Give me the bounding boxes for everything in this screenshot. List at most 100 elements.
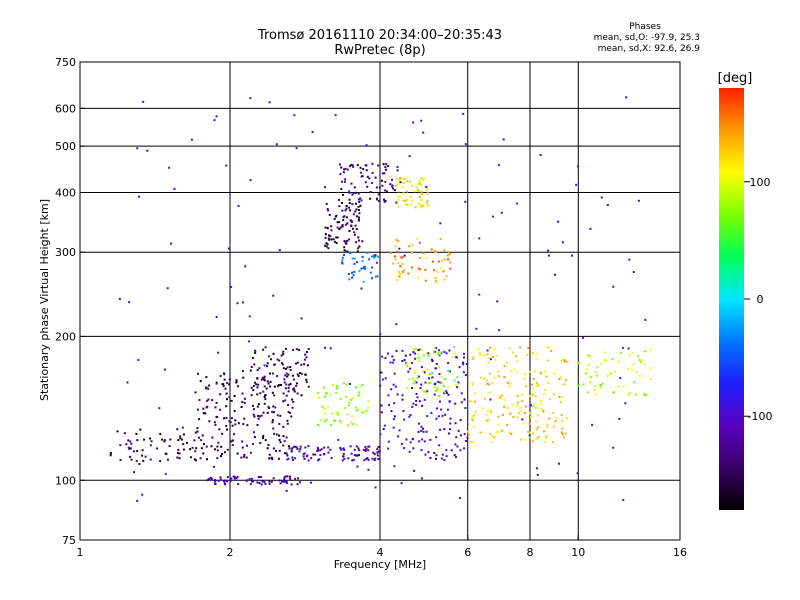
data-point xyxy=(423,390,426,393)
data-point xyxy=(249,97,252,100)
data-point xyxy=(293,390,296,393)
data-point xyxy=(497,415,500,418)
data-point xyxy=(587,364,590,367)
data-point xyxy=(225,416,228,419)
data-point xyxy=(262,434,265,437)
data-point xyxy=(240,406,243,409)
data-point xyxy=(242,376,245,379)
data-point xyxy=(288,445,291,448)
data-point xyxy=(261,437,264,440)
data-point xyxy=(427,382,430,385)
data-point xyxy=(434,350,437,353)
data-point xyxy=(510,432,513,435)
data-point xyxy=(128,447,131,450)
data-point xyxy=(399,177,402,180)
data-point xyxy=(346,250,349,253)
data-point xyxy=(207,478,210,481)
data-point xyxy=(402,409,405,412)
data-point xyxy=(351,227,354,230)
data-point xyxy=(435,346,438,349)
data-point xyxy=(433,451,436,454)
data-point xyxy=(516,416,519,419)
data-point xyxy=(354,191,357,194)
data-point xyxy=(326,243,329,246)
data-point xyxy=(401,359,404,362)
data-point xyxy=(490,440,493,443)
data-point xyxy=(559,401,562,404)
data-point xyxy=(401,270,404,273)
data-point xyxy=(524,438,527,441)
data-point xyxy=(264,346,267,349)
data-point xyxy=(257,383,260,386)
data-point xyxy=(503,365,506,368)
data-point xyxy=(229,480,232,483)
data-point xyxy=(241,440,244,443)
data-point xyxy=(256,423,259,426)
data-point xyxy=(257,414,260,417)
data-point xyxy=(464,374,467,377)
data-point xyxy=(350,224,353,227)
data-point xyxy=(271,457,274,460)
data-point xyxy=(447,361,450,364)
data-point xyxy=(196,430,199,433)
data-point xyxy=(340,421,343,424)
data-point xyxy=(427,352,430,355)
data-point xyxy=(443,459,446,462)
data-point xyxy=(502,413,505,416)
data-point xyxy=(346,413,349,416)
data-point xyxy=(219,476,222,479)
data-point xyxy=(137,358,140,361)
data-point xyxy=(500,211,503,214)
data-point xyxy=(235,477,238,480)
data-point xyxy=(496,300,499,303)
data-point xyxy=(342,452,345,455)
data-point xyxy=(485,413,488,416)
data-point xyxy=(306,364,309,367)
data-point xyxy=(337,198,340,201)
data-point xyxy=(262,390,265,393)
data-point xyxy=(369,271,372,274)
data-point xyxy=(486,410,489,413)
data-point xyxy=(409,413,412,416)
data-point xyxy=(109,454,112,457)
data-point xyxy=(368,258,371,261)
data-point xyxy=(130,458,133,461)
data-point xyxy=(361,411,364,414)
data-point xyxy=(243,397,246,400)
data-point xyxy=(650,349,653,352)
data-point xyxy=(329,235,332,238)
data-point xyxy=(284,367,287,370)
data-point xyxy=(523,377,526,380)
data-point xyxy=(242,301,245,304)
data-point xyxy=(355,454,358,457)
data-point xyxy=(644,318,647,321)
data-point xyxy=(324,226,327,229)
data-point xyxy=(537,426,540,429)
data-point xyxy=(316,446,319,449)
data-point xyxy=(577,165,580,168)
data-point xyxy=(411,251,414,254)
data-point xyxy=(280,383,283,386)
data-point xyxy=(546,346,549,349)
y-axis-label: Stationary phase Virtual Height [km] xyxy=(38,199,51,401)
data-point xyxy=(637,355,640,358)
y-tick-label: 100 xyxy=(55,474,76,487)
data-point xyxy=(250,394,253,397)
data-point xyxy=(363,265,366,268)
data-point xyxy=(243,453,246,456)
data-point xyxy=(498,329,501,332)
data-point xyxy=(528,434,531,437)
data-point xyxy=(129,440,132,443)
data-point xyxy=(223,417,226,420)
data-point xyxy=(452,356,455,359)
data-point xyxy=(369,197,372,200)
data-point xyxy=(442,385,445,388)
data-point xyxy=(253,415,256,418)
data-point xyxy=(406,386,409,389)
data-point xyxy=(327,247,330,250)
data-point xyxy=(536,473,539,476)
data-point xyxy=(368,445,371,448)
data-point xyxy=(430,411,433,414)
data-point xyxy=(434,249,437,252)
data-point xyxy=(377,458,380,461)
